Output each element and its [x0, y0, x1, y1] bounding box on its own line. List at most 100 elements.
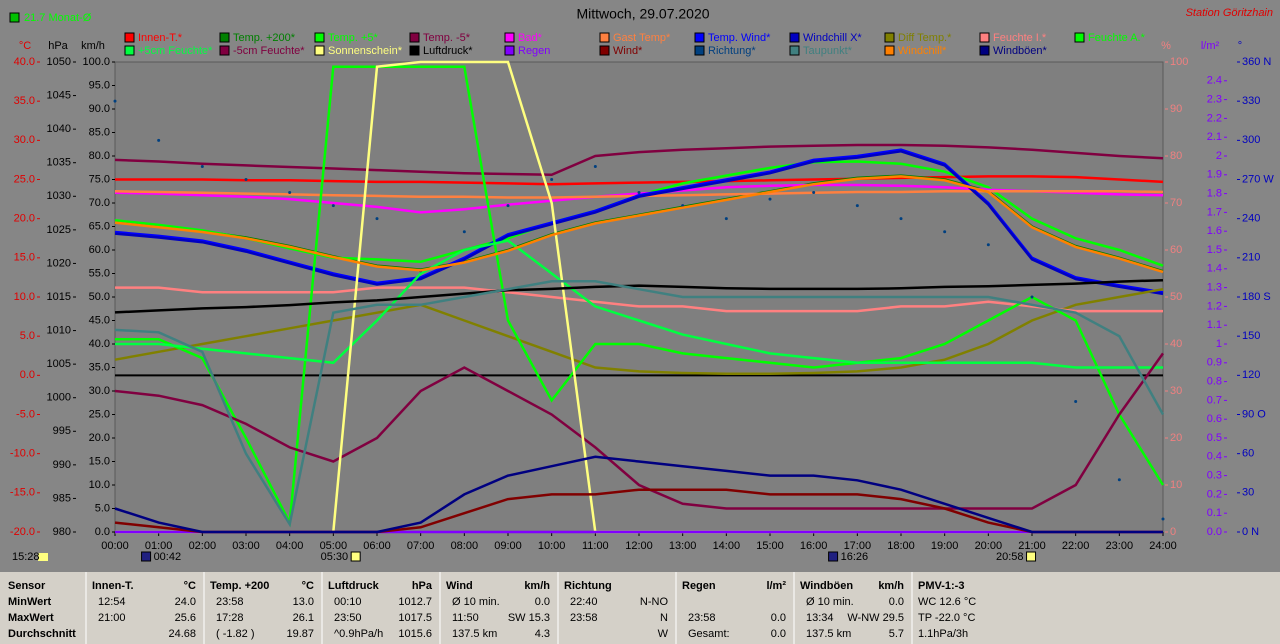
y-tick-label: 40	[1170, 338, 1182, 350]
y-tick-label: 30.0	[89, 385, 110, 397]
legend-swatch	[409, 45, 420, 56]
y-tick-label: 85.0	[89, 126, 110, 138]
y-tick-label: 1010	[47, 324, 71, 336]
direction-dot	[593, 164, 597, 168]
series-line	[114, 150, 1164, 296]
y-tick-label: 0.1	[1207, 507, 1222, 519]
axis-unit: %	[1161, 40, 1171, 52]
y-tick-label: 30.0	[14, 134, 35, 146]
legend-swatch	[504, 45, 515, 56]
y-tick-label: -20.0	[10, 526, 35, 538]
cell: Ø 10 min.	[806, 596, 854, 608]
y-tick-label: 1.4	[1207, 263, 1222, 275]
cell: 25.6	[175, 612, 196, 624]
event-icon	[141, 551, 152, 562]
y-tick-label: 1.3	[1207, 282, 1222, 294]
y-tick-label: 210	[1242, 252, 1260, 264]
cell: 1017.5	[398, 612, 432, 624]
y-tick-label: 2.3	[1207, 94, 1222, 106]
cell: W	[658, 628, 669, 640]
row-label: MaxWert	[8, 612, 54, 624]
event-icon	[1026, 551, 1037, 562]
y-tick-label: 20	[1170, 432, 1182, 444]
y-tick-label: 70.0	[89, 197, 110, 209]
left-note: 15:28	[12, 551, 40, 563]
cell: ^0.9hPa/h	[334, 628, 383, 640]
cell: 23:58	[216, 596, 244, 608]
y-tick-label: 15.0	[89, 455, 110, 467]
direction-dot	[943, 230, 947, 234]
cell: 137.5 km	[806, 628, 851, 640]
y-tick-label: 150	[1242, 330, 1260, 342]
axis-unit: l/m²	[1201, 40, 1220, 52]
event-label: 05:30	[321, 551, 349, 563]
x-tick-label: 21:00	[1018, 540, 1046, 552]
y-tick-label: 10.0	[14, 291, 35, 303]
event-label: 20:58	[996, 551, 1024, 563]
legend-label: Taupunkt*	[803, 45, 853, 57]
y-tick-label: 10.0	[89, 479, 110, 491]
group-title: Windböen	[800, 580, 853, 592]
y-tick-label: 40.0	[14, 56, 35, 68]
legend-swatch	[789, 32, 800, 43]
legend-label: Sonnenschein*	[328, 45, 403, 57]
row-label: Durchschnitt	[8, 628, 76, 640]
y-tick-label: 15.0	[14, 252, 35, 264]
legend-label: Diff Temp.*	[898, 32, 952, 44]
chart: 21.7 Monat-Ø Mittwoch, 29.07.2020 Statio…	[9, 5, 1275, 563]
cell: 22:40	[570, 596, 598, 608]
y-tick-label: 1035	[47, 157, 71, 169]
y-tick-label: 240	[1242, 213, 1260, 225]
legend-swatch	[789, 45, 800, 56]
y-tick-label: 1.9	[1207, 169, 1222, 181]
y-tick-label: 100	[1170, 56, 1188, 68]
x-tick-label: 05:00	[320, 540, 348, 552]
y-tick-label: 1000	[47, 392, 71, 404]
cell: 23:58	[688, 612, 716, 624]
y-tick-label: 0.0	[20, 369, 35, 381]
legend-swatch	[599, 32, 610, 43]
y-tick-label: 95.0	[89, 79, 110, 91]
y-tick-label: 985	[53, 492, 71, 504]
cell: 13:34	[806, 612, 834, 624]
direction-dot	[157, 138, 161, 142]
group-title: Regen	[682, 580, 716, 592]
cell: 0.0	[771, 612, 786, 624]
cell: Gesamt:	[688, 628, 730, 640]
y-tick-label: 90 O	[1242, 408, 1266, 420]
x-tick-label: 14:00	[713, 540, 741, 552]
axis-unit: km/h	[81, 40, 105, 52]
y-tick-label: 1.6	[1207, 225, 1222, 237]
direction-dot	[637, 191, 641, 195]
legend-label: Windböen*	[993, 45, 1048, 57]
x-tick-label: 15:00	[756, 540, 784, 552]
y-tick-label: 0 N	[1242, 526, 1259, 538]
y-tick-label: 990	[53, 459, 71, 471]
group-unit: l/m²	[766, 580, 786, 592]
x-tick-label: 24:00	[1149, 540, 1177, 552]
x-tick-label: 00:00	[101, 540, 129, 552]
month-average: 21.7 Monat-Ø	[24, 12, 92, 24]
y-tick-label: 0.0	[95, 526, 110, 538]
y-tick-label: 50.0	[89, 291, 110, 303]
note-icon	[38, 553, 48, 561]
group-unit: hPa	[412, 580, 433, 592]
cell: 17:28	[216, 612, 244, 624]
y-tick-label: 1025	[47, 224, 71, 236]
cell: 1015.6	[398, 628, 432, 640]
cell: TP -22.0 °C	[918, 612, 975, 624]
direction-dot	[506, 204, 510, 208]
legend-label: Richtung*	[708, 45, 756, 57]
legend-label: +5cm Feuchte*	[138, 45, 213, 57]
direction-dot	[1030, 295, 1034, 299]
y-tick-label: 70	[1170, 197, 1182, 209]
legend-swatch	[409, 32, 420, 43]
x-tick-label: 03:00	[232, 540, 260, 552]
direction-dot	[462, 230, 466, 234]
y-tick-label: 1.8	[1207, 188, 1222, 200]
y-tick-label: 5.0	[95, 502, 110, 514]
y-tick-label: -5.0	[16, 408, 35, 420]
y-tick-label: 20.0	[89, 432, 110, 444]
direction-dot	[812, 191, 816, 195]
cell: Ø 10 min.	[452, 596, 500, 608]
